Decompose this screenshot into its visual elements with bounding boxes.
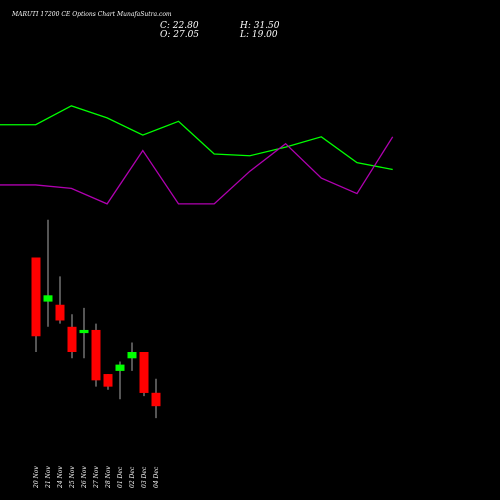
x-tick-label: 01 Dec: [117, 466, 124, 488]
candle-01-dec: [115, 361, 125, 400]
candles-group: [31, 219, 161, 419]
x-tick-label: 24 Nov: [57, 466, 64, 489]
candle-body-down: [103, 374, 113, 387]
x-tick-label: 03 Dec: [141, 466, 148, 488]
x-tick-label: 27 Nov: [93, 466, 100, 489]
candle-20-nov: [31, 257, 41, 352]
high-readout: H: 31.50: [239, 21, 280, 31]
low-readout: L: 19.00: [239, 30, 278, 40]
indicator-lines: [0, 105, 394, 205]
indicator-line-1: [0, 105, 393, 171]
x-tick-label: 25 Nov: [69, 466, 76, 489]
candle-25-nov: [67, 314, 77, 359]
candle-26-nov: [79, 307, 89, 359]
chart-title: MARUTI 17200 CE Options Chart MunafaSutr…: [11, 11, 172, 18]
candle-body-up: [115, 364, 125, 371]
x-tick-label: 21 Nov: [45, 466, 52, 489]
candle-body-down: [31, 257, 41, 337]
x-tick-label: 28 Nov: [105, 466, 112, 489]
candle-02-dec: [127, 342, 137, 371]
x-tick-label: 20 Nov: [33, 466, 40, 489]
candle-28-nov: [103, 374, 113, 390]
x-tick-label: 26 Nov: [81, 466, 88, 489]
candle-body-down: [139, 352, 149, 393]
candle-body-up: [79, 329, 89, 334]
candle-21-nov: [43, 219, 53, 327]
x-axis-ticks: 20 Nov 21 Nov 24 Nov 25 Nov 26 Nov 27 Nov 28 N…: [33, 466, 160, 489]
candle-04-dec: [151, 378, 161, 419]
x-tick-label: 04 Dec: [153, 466, 160, 488]
candle-24-nov: [55, 276, 65, 324]
close-readout: C: 22.80: [160, 21, 199, 31]
candle-body-up: [127, 352, 137, 359]
indicator-line-2: [0, 136, 394, 205]
candle-body-down: [55, 304, 65, 321]
candle-03-dec: [139, 352, 149, 397]
x-tick-label: 02 Dec: [129, 466, 136, 488]
candle-body-down: [151, 392, 161, 407]
candle-body-down: [91, 329, 101, 381]
candle-27-nov: [91, 323, 101, 387]
open-readout: O: 27.05: [160, 30, 199, 40]
candle-body-up: [43, 295, 53, 302]
candle-body-down: [67, 326, 77, 352]
